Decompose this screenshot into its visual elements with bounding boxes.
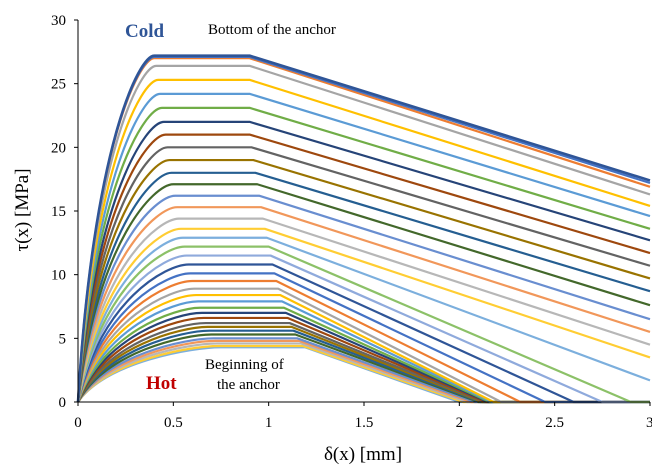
series-line-23: [76, 279, 650, 404]
series-line-15: [76, 206, 651, 403]
x-tick-label: 0.5: [164, 415, 183, 431]
y-tick-label: 10: [51, 268, 66, 284]
y-tick-label: 0: [59, 395, 67, 411]
annotation-bottom-of-anchor: Bottom of the anchor: [208, 22, 336, 38]
series-layer: [76, 54, 651, 404]
ticks-layer: 0 5 10 15 20 25 30 0 0.5 1 1.5 2 2.5 3: [51, 13, 652, 431]
y-tick-label: 25: [51, 77, 66, 93]
annotation-cold: Cold: [125, 21, 165, 42]
series-line-21: [76, 263, 650, 404]
series-line-26: [76, 300, 650, 404]
series-line-24: [76, 287, 650, 404]
x-tick-label: 2: [456, 415, 464, 431]
series-line-30: [76, 321, 650, 404]
series-line-22: [76, 272, 650, 404]
series-line-18: [76, 236, 651, 403]
series-line-19: [76, 245, 650, 404]
annotation-beginning-line-1: Beginning of: [205, 357, 284, 373]
y-tick-label: 20: [51, 140, 66, 156]
x-tick-label: 0: [74, 415, 82, 431]
y-axis-title: τ(x) [MPa]: [12, 168, 33, 251]
x-tick-label: 2.5: [545, 415, 564, 431]
x-tick-label: 1.5: [355, 415, 374, 431]
y-tick-label: 15: [51, 204, 66, 220]
series-line-27: [76, 306, 650, 404]
y-tick-label: 5: [59, 331, 67, 347]
y-tick-label: 30: [51, 13, 66, 29]
series-line-29: [76, 316, 650, 404]
annotation-beginning-line-2: the anchor: [217, 377, 280, 393]
series-line-20: [76, 254, 650, 404]
x-axis-title: δ(x) [mm]: [324, 444, 402, 465]
x-tick-label: 1: [265, 415, 273, 431]
annotation-hot: Hot: [146, 373, 177, 394]
series-line-14: [76, 194, 651, 403]
series-line-28: [76, 311, 650, 404]
series-line-1: [76, 54, 651, 403]
series-line-16: [76, 217, 651, 403]
series-line-25: [76, 293, 650, 404]
series-line-17: [76, 227, 651, 403]
x-tick-label: 3: [646, 415, 652, 431]
